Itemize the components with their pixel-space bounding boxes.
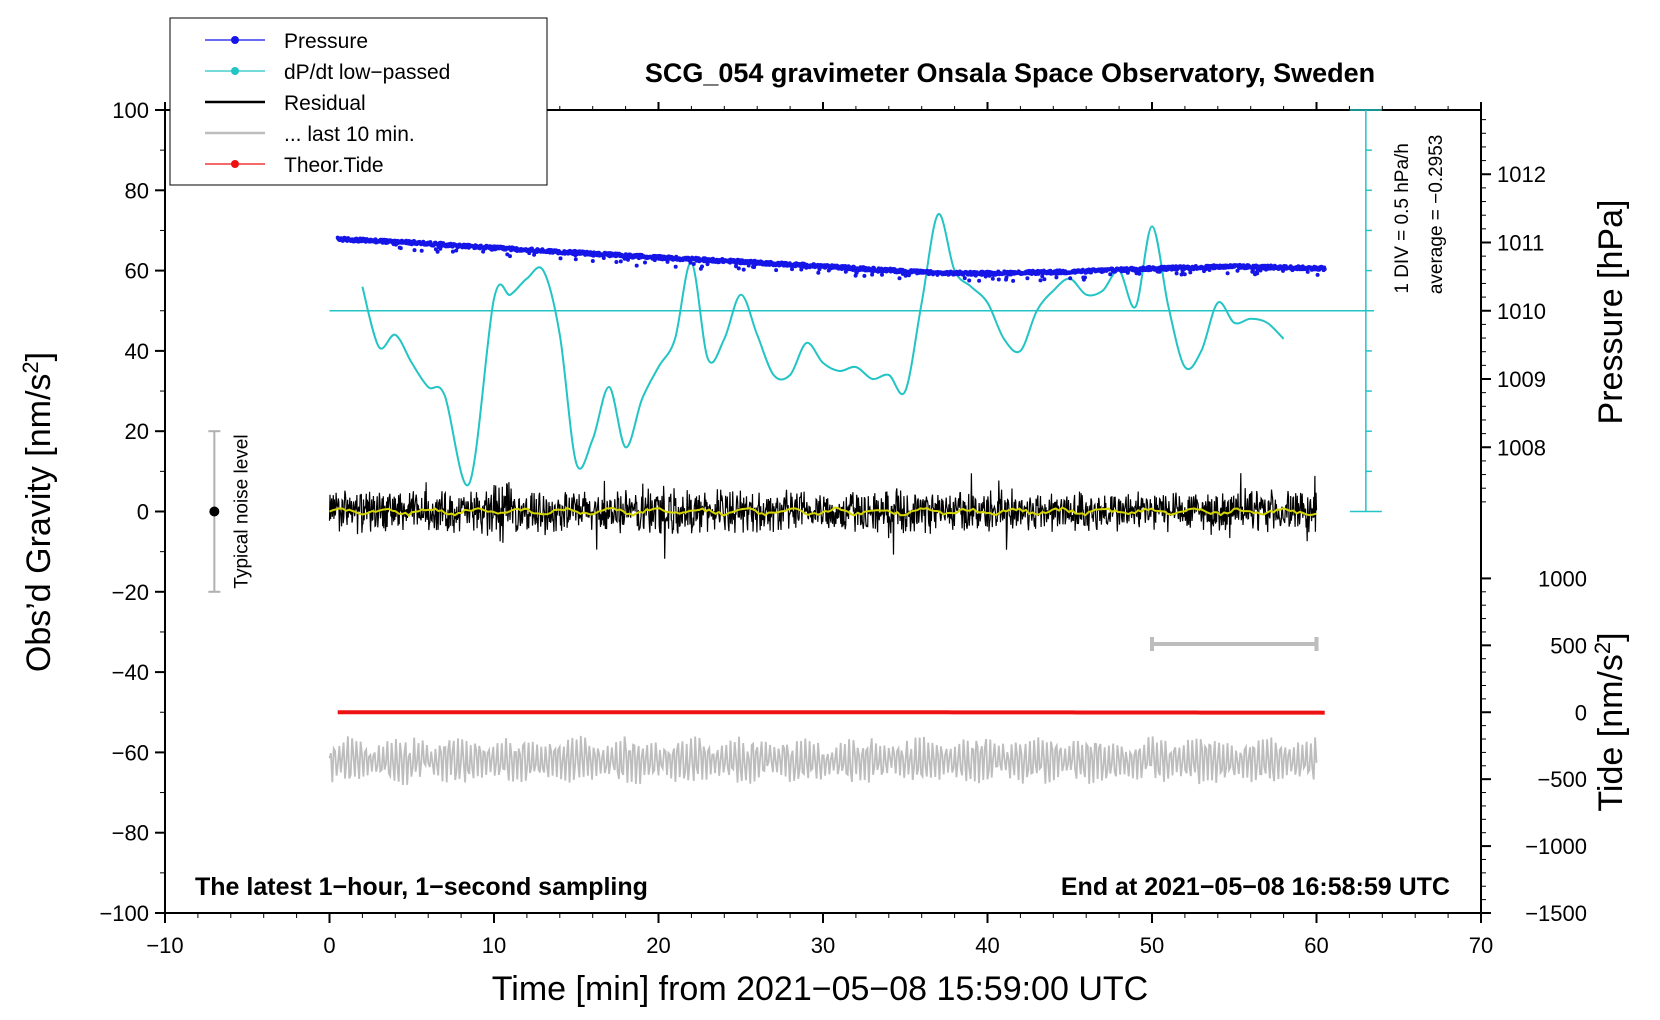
y-tick-label: −60 [112,740,149,765]
y-tick-label: 40 [125,339,149,364]
pressure-tick-label: 1009 [1497,367,1546,392]
tide-tick-label: 0 [1575,700,1587,725]
legend-label: ... last 10 min. [284,123,415,146]
pressure-tick-label: 1010 [1497,299,1546,324]
tide-tick-label: 500 [1550,633,1587,658]
x-axis: −10 0 10 20 30 40 50 60 70 [146,102,1493,958]
dpdt-scale-label: 1 DIV = 0.5 hPa/h [1392,143,1413,294]
sampling-note: The latest 1−hour, 1−second sampling [195,873,648,901]
dpdt-average-label: average = −0.2953 [1426,135,1447,295]
legend-entries: Pressure dP/dt low−passed Residual ... last… [205,30,450,177]
x-tick-label: 50 [1140,933,1164,958]
x-tick-label: −10 [146,933,183,958]
x-tick-label: 20 [646,933,670,958]
pressure-tick-label: 1011 [1497,230,1544,255]
y-tick-label: 0 [137,500,149,525]
y-tick-label: −40 [112,660,149,685]
y-axis-left-label: Obs’d Gravity [nm/s2] [18,352,58,672]
y-tick-label: 100 [112,98,149,123]
legend: Pressure dP/dt low−passed Residual ... last… [169,17,548,186]
x-tick-label: 10 [482,933,506,958]
noise-dot [209,506,220,517]
pressure-tick-label: 1012 [1497,162,1546,187]
legend-label: dP/dt low−passed [284,61,450,84]
x-tick-label: 60 [1304,933,1328,958]
end-time-note: End at 2021−05−08 16:58:59 UTC [1061,873,1450,901]
residual-series-line [328,473,1318,559]
y-tick-label: 60 [125,259,149,284]
y-axis-left: 100 80 60 40 20 0 −20 −40 −60 −80 −100 [99,98,165,926]
y-axis-tide: 1000 500 0 −500 −1000 −1500 [1481,566,1587,926]
tide-tick-label: −1000 [1525,834,1587,859]
y-tick-label: 80 [125,178,149,203]
last10-series-line [328,735,1318,786]
legend-marker [231,160,239,168]
pressure-tick-label: 1008 [1497,435,1546,460]
tide-tick-label: 1000 [1538,566,1587,591]
y-axis-tide-label: Tide [nm/s2] [1590,632,1630,811]
y-tick-label: −20 [112,580,149,605]
x-tick-label: 30 [811,933,835,958]
y-tick-label: 20 [125,419,149,444]
dpdt-series-line [361,213,1285,487]
chart-title: SCG_054 gravimeter Onsala Space Observat… [645,58,1375,88]
legend-marker [231,36,239,44]
y-tick-label: −100 [99,901,149,926]
tide-tick-label: −500 [1537,767,1587,792]
x-axis-label: Time [min] from 2021−05−08 15:59:00 UTC [492,970,1148,1008]
y-tick-label: −80 [112,821,149,846]
noise-label: Typical noise level [231,434,252,588]
y-axis-pressure: 1012 1011 1010 1009 1008 [1481,119,1546,503]
plot-curves [328,213,1375,786]
legend-marker [231,67,239,75]
legend-label: Residual [284,92,366,115]
chart-annotations: Typical noise level 1 DIV = 0.5 hPa/h aver… [208,109,1447,651]
pressure-series-dots [335,235,1327,283]
legend-label: Pressure [284,30,368,53]
x-tick-label: 0 [323,933,335,958]
y-axis-pressure-label: Pressure [hPa] [1592,200,1630,425]
x-tick-label: 40 [975,933,999,958]
legend-label: Theor.Tide [284,154,384,177]
x-tick-label: 70 [1469,933,1493,958]
tide-tick-label: −1500 [1525,901,1587,926]
residual-smoothed-line [329,506,1317,517]
